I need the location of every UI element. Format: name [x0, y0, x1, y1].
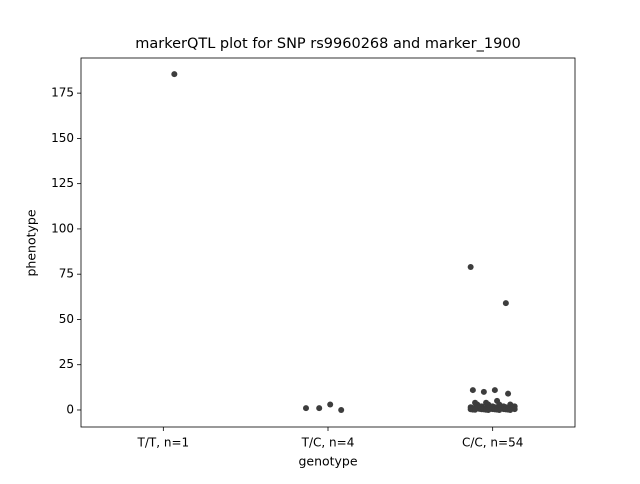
plot-frame: [80, 57, 576, 428]
data-point: [491, 387, 498, 394]
data-point: [472, 406, 479, 413]
data-point: [338, 406, 345, 413]
data-point: [316, 405, 323, 412]
data-point: [467, 263, 474, 270]
y-tick-label: 0: [66, 402, 74, 416]
data-point: [327, 401, 334, 408]
data-point: [303, 405, 309, 412]
y-tick-label: 125: [51, 176, 74, 190]
y-tick-label: 100: [51, 221, 74, 235]
x-tick-label: C/C, n=54: [462, 436, 523, 450]
data-point: [502, 300, 509, 307]
y-tick-label: 50: [59, 312, 74, 326]
y-tick-label: 25: [59, 357, 74, 371]
data-point: [469, 387, 476, 394]
data-point: [480, 388, 487, 395]
data-point: [507, 406, 514, 413]
x-tick-label: T/C, n=4: [301, 436, 355, 450]
data-point: [496, 406, 503, 413]
data-point: [485, 406, 492, 413]
x-axis-label: genotype: [298, 454, 357, 469]
y-tick-label: 75: [59, 267, 74, 281]
y-axis-label: phenotype: [24, 209, 39, 276]
data-point: [505, 390, 512, 397]
y-tick-label: 175: [51, 86, 74, 100]
data-point: [171, 71, 178, 78]
y-tick-label: 150: [51, 131, 74, 145]
chart-title: markerQTL plot for SNP rs9960268 and mar…: [135, 36, 521, 52]
x-tick-label: T/T, n=1: [137, 436, 190, 450]
